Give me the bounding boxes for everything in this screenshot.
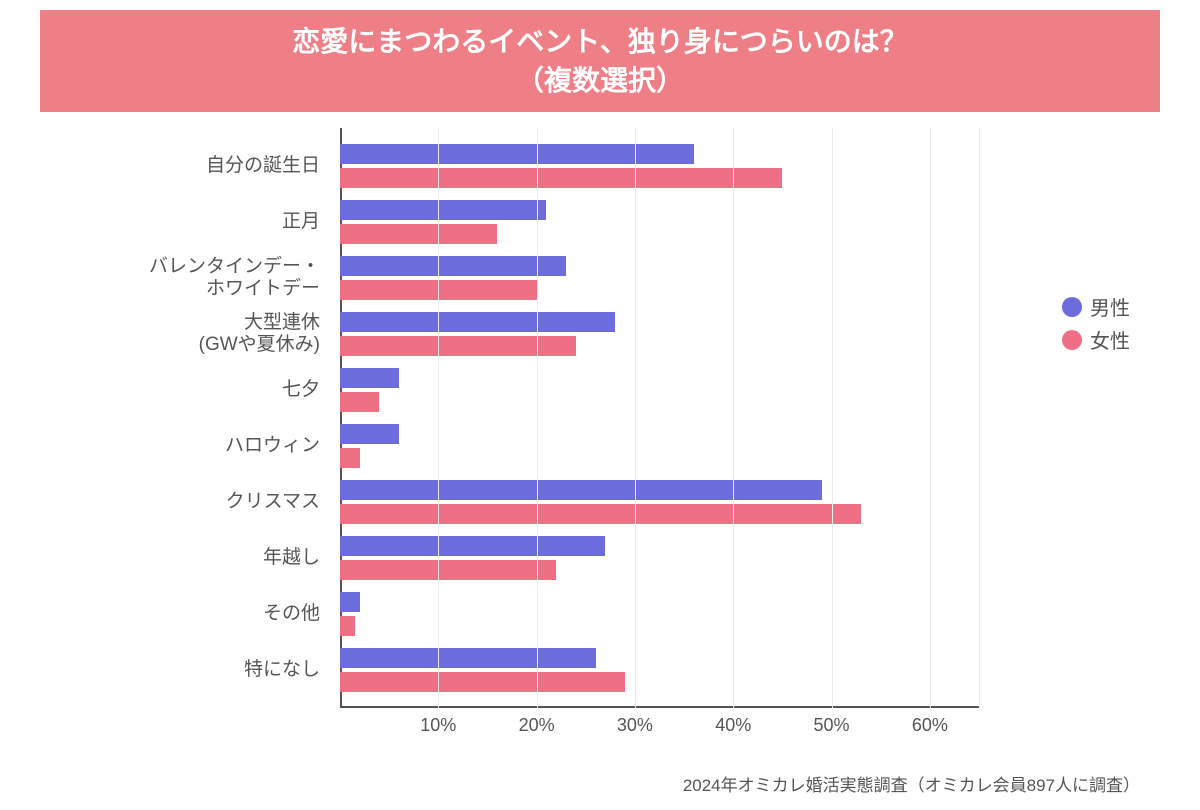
chart-container: 自分の誕生日正月バレンタインデー・ ホワイトデー大型連休 (GWや夏休み)七夕ハ… (60, 128, 1140, 748)
bar-row: 自分の誕生日 (340, 138, 979, 194)
source-caption: 2024年オミカレ婚活実態調査（オミカレ会員897人に調査） (683, 771, 1140, 796)
grid-line (635, 128, 636, 708)
bar-female (340, 448, 360, 468)
grid-line (733, 128, 734, 708)
legend-item-male: 男性 (1062, 292, 1130, 321)
grid-line (930, 128, 931, 708)
x-tick-label: 10% (420, 715, 456, 736)
bar-male (340, 256, 566, 276)
bar-male (340, 424, 399, 444)
grid-line (832, 128, 833, 708)
category-label: 特になし (50, 659, 330, 681)
chart-title-line1: 恋愛にまつわるイベント、独り身につらいのは？ (60, 22, 1140, 61)
bar-row: クリスマス (340, 474, 979, 530)
bar-female (340, 672, 625, 692)
bar-row: 大型連休 (GWや夏休み) (340, 306, 979, 362)
category-label: バレンタインデー・ ホワイトデー (50, 257, 330, 301)
bar-row: 正月 (340, 194, 979, 250)
bar-row: 年越し (340, 530, 979, 586)
bar-female (340, 616, 355, 636)
x-tick-label: 30% (617, 715, 653, 736)
category-label: 年越し (50, 547, 330, 569)
bar-rows: 自分の誕生日正月バレンタインデー・ ホワイトデー大型連休 (GWや夏休み)七夕ハ… (340, 138, 979, 698)
category-label: 大型連休 (GWや夏休み) (50, 313, 330, 357)
legend-label-male: 男性 (1090, 292, 1130, 321)
bar-male (340, 480, 822, 500)
bar-male (340, 592, 360, 612)
legend-swatch-male (1062, 297, 1082, 317)
bar-female (340, 560, 556, 580)
bar-female (340, 224, 497, 244)
x-tick-label: 20% (519, 715, 555, 736)
category-label: 正月 (50, 211, 330, 233)
x-tick-label: 60% (912, 715, 948, 736)
category-label: クリスマス (50, 491, 330, 513)
bar-female (340, 504, 861, 524)
bar-male (340, 368, 399, 388)
category-label: ハロウィン (50, 435, 330, 457)
bar-male (340, 144, 694, 164)
bar-male (340, 200, 546, 220)
category-label: その他 (50, 603, 330, 625)
x-axis-line (340, 706, 979, 708)
x-tick-label: 40% (715, 715, 751, 736)
bar-male (340, 648, 596, 668)
x-tick-label: 50% (814, 715, 850, 736)
bar-row: ハロウィン (340, 418, 979, 474)
bar-female (340, 168, 782, 188)
chart-title-line2: （複数選択） (60, 61, 1140, 100)
plot-area: 自分の誕生日正月バレンタインデー・ ホワイトデー大型連休 (GWや夏休み)七夕ハ… (340, 128, 980, 708)
bar-row: 七夕 (340, 362, 979, 418)
bar-row: バレンタインデー・ ホワイトデー (340, 250, 979, 306)
legend: 男性 女性 (1062, 288, 1130, 358)
category-label: 自分の誕生日 (50, 155, 330, 177)
legend-label-female: 女性 (1090, 325, 1130, 354)
bar-female (340, 392, 379, 412)
bar-row: その他 (340, 586, 979, 642)
bar-row: 特になし (340, 642, 979, 698)
grid-line (537, 128, 538, 708)
legend-swatch-female (1062, 330, 1082, 350)
bar-male (340, 312, 615, 332)
bar-female (340, 336, 576, 356)
grid-line (438, 128, 439, 708)
category-label: 七夕 (50, 379, 330, 401)
legend-item-female: 女性 (1062, 325, 1130, 354)
bar-male (340, 536, 605, 556)
chart-title: 恋愛にまつわるイベント、独り身につらいのは？ （複数選択） (40, 10, 1160, 112)
